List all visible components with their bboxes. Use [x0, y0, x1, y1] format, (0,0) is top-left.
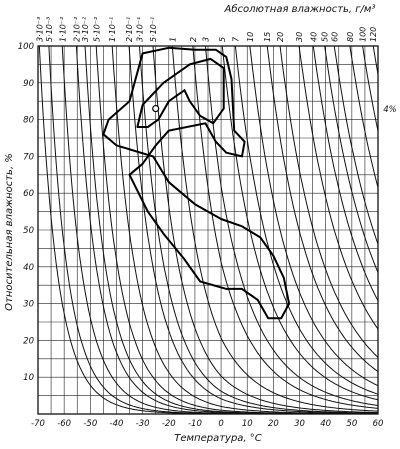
abs-humidity-label: 2·10⁻¹ — [125, 17, 134, 42]
y-axis-title: Относительная влажность, % — [4, 153, 15, 311]
abs-humidity-curve — [249, 46, 378, 387]
abs-humidity-curve — [362, 46, 378, 132]
x-tick-label: 50 — [346, 419, 357, 429]
abs-humidity-curve — [333, 46, 378, 245]
abs-humidity-label: 5 — [218, 37, 227, 42]
humidity-regions — [102, 46, 291, 320]
abs-humidity-label: 5·10⁻¹ — [149, 17, 158, 42]
x-tick-label: 60 — [373, 419, 384, 429]
x-tick-labels: -70 -60 -50 -40 -30 -20 -10 0 10 20 30 40 50 60 — [31, 419, 383, 429]
x-tick-label: -70 — [31, 419, 45, 429]
x-tick-label: -20 — [162, 419, 176, 429]
y-tick-label: 50 — [23, 226, 34, 236]
abs-humidity-curve — [221, 46, 378, 401]
x-tick-label: -40 — [110, 419, 124, 429]
abs-humidity-curve — [234, 46, 378, 395]
x-tick-label: -60 — [57, 419, 71, 429]
abs-humidity-label: 50 — [321, 32, 330, 42]
x-axis-title: Температура, °С — [174, 433, 262, 444]
abs-humidity-curve — [128, 46, 378, 414]
abs-humidity-curve — [298, 46, 378, 330]
abs-humidity-label: 7 — [231, 36, 240, 42]
x-tick-label: 20 — [268, 419, 279, 429]
abs-humidity-curve — [279, 46, 378, 358]
x-tick-label: -50 — [83, 419, 97, 429]
x-tick-label: 40 — [320, 419, 331, 429]
abs-humidity-curve — [171, 46, 378, 412]
abs-humidity-label: 20 — [276, 32, 285, 42]
abs-humidity-label: 15 — [263, 32, 272, 42]
abs-humidity-curve — [152, 46, 378, 414]
abs-humidity-label: 3·10⁻³ — [35, 17, 44, 42]
abs-humidity-curve — [95, 46, 378, 414]
y-tick-label: 100 — [18, 42, 34, 52]
y-tick-label: 40 — [23, 263, 34, 273]
abs-humidity-label: 40 — [309, 32, 318, 42]
abs-humidity-curve — [349, 46, 378, 188]
abs-humidity-label: 100 — [359, 27, 368, 42]
y-tick-label: 60 — [23, 189, 34, 199]
grid — [37, 45, 379, 415]
x-tick-label: -30 — [136, 419, 150, 429]
y-tick-label: 30 — [23, 300, 34, 310]
plot-frame — [37, 45, 379, 415]
y-tick-label: 10 — [23, 373, 34, 383]
abs-humidity-curve — [192, 46, 378, 409]
abs-humidity-label: 10 — [246, 32, 255, 42]
abs-humidity-label: 1 — [168, 37, 177, 42]
abs-humidity-curve — [61, 46, 378, 414]
abs-humidity-label: 120 — [369, 27, 378, 42]
abs-humidity-curve — [372, 46, 378, 75]
y-tick-label: 70 — [23, 152, 34, 162]
annotation-4-percent: 4% — [383, 105, 397, 115]
abs-humidity-curve — [266, 46, 378, 372]
abs-humidity-label: 1·10⁻² — [58, 16, 67, 42]
abs-humidity-label: 2·10⁻² — [72, 16, 81, 42]
abs-humidity-curve — [324, 46, 378, 273]
y-tick-labels: 10 20 30 40 50 60 70 80 90 100 — [18, 42, 34, 383]
abs-humidity-labels: 3·10⁻³ 5·10⁻³ 1·10⁻² 2·10⁻² 3·10⁻² 5·10⁻² 1·10… — [35, 16, 378, 42]
abs-humidity-label: 5·10⁻² — [92, 16, 101, 42]
abs-humidity-label: 3·10⁻² — [81, 16, 90, 42]
abs-humidity-label: 5·10⁻³ — [45, 17, 54, 42]
x-tick-label: 10 — [242, 419, 253, 429]
abs-humidity-label: 60 — [330, 32, 339, 42]
abs-humidity-label: 3·10⁻¹ — [135, 17, 144, 42]
small-circle-marker — [152, 104, 160, 113]
abs-humidity-label: 2 — [189, 37, 198, 42]
x-tick-label: 0 — [218, 419, 223, 429]
abs-humidity-curve — [204, 46, 378, 406]
abs-humidity-label: 80 — [346, 32, 355, 42]
abs-humidity-label: 30 — [295, 32, 304, 42]
abs-humidity-label: 3 — [202, 37, 211, 42]
abs-humidity-curve — [138, 46, 378, 414]
humidity-region-outline — [136, 57, 225, 128]
abs-humidity-label: 1·10⁻¹ — [108, 17, 117, 42]
x-tick-label: 30 — [294, 419, 305, 429]
chart-title: Абсолютная влажность, г/м³ — [224, 3, 376, 15]
y-tick-label: 90 — [23, 79, 34, 89]
humidity-region-outline — [102, 46, 291, 320]
y-tick-label: 20 — [23, 336, 34, 346]
y-tick-label: 80 — [23, 116, 34, 126]
abs-humidity-curve — [312, 46, 378, 302]
x-tick-label: -10 — [188, 419, 202, 429]
